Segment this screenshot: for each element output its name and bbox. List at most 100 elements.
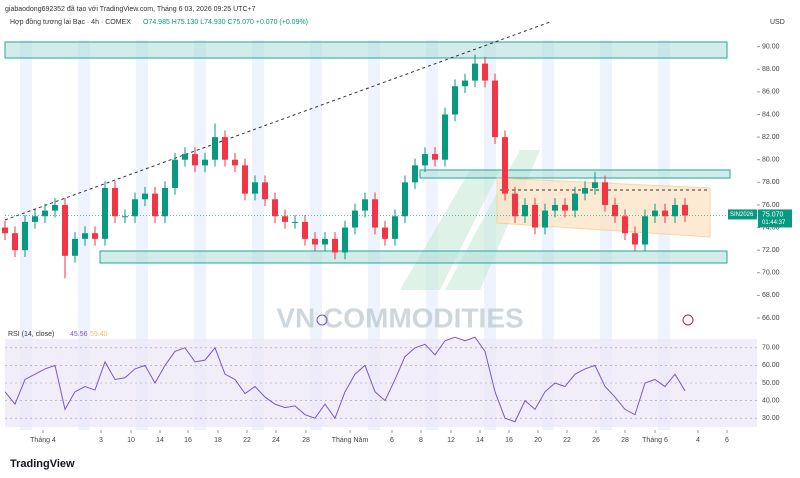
channel [496, 177, 711, 238]
watermark: VN COMMODITIES [276, 302, 523, 333]
candle-body [332, 238, 338, 253]
candle-body [532, 204, 538, 228]
y-tick-label: 70.00 [762, 270, 780, 277]
candle-body [342, 227, 348, 253]
candle-body [222, 137, 228, 160]
candle-body [32, 216, 38, 222]
countdown: 01:44:37 [762, 220, 786, 226]
x-tick-label: 8 [419, 437, 423, 444]
candle-body [612, 204, 618, 217]
trend-line [4, 21, 551, 221]
candle-body [82, 233, 88, 239]
x-tick-label: 28 [621, 437, 629, 444]
y-tick-label: 90.00 [762, 43, 780, 50]
candle-body [322, 238, 328, 245]
x-tick-label: 28 [302, 437, 310, 444]
y-tick-label: 86.00 [762, 89, 780, 96]
candle-body [392, 216, 398, 239]
candle-body [352, 210, 358, 228]
x-tick-label: Tháng Năm [332, 437, 369, 444]
candle-body [122, 216, 128, 218]
x-tick-label: 16 [505, 437, 513, 444]
candle-body [42, 210, 48, 217]
x-tick-label: 20 [534, 437, 542, 444]
symbol-line: Hợp đồng tương lai Bạc · 4h · COMEX [10, 17, 131, 26]
candle-body [482, 63, 488, 81]
x-tick-label: 12 [447, 437, 455, 444]
zone [99, 250, 728, 264]
candle-body [312, 238, 318, 245]
candle-body [232, 159, 238, 166]
x-tick-label: 26 [592, 437, 600, 444]
y-tick-label: 82.00 [762, 134, 780, 141]
candle-body [602, 182, 608, 205]
candle-body [452, 86, 458, 115]
x-tick-label: 4 [696, 437, 700, 444]
y-tick-label: 66.00 [762, 315, 780, 322]
candle-body [572, 193, 578, 211]
candle-body [262, 182, 268, 200]
candle-body [562, 204, 568, 211]
candle-body [132, 199, 138, 217]
candle-body [282, 216, 288, 222]
y-tick-label: 76.00 [762, 202, 780, 209]
candle-body [502, 137, 508, 194]
candle-body [582, 187, 588, 194]
x-tick-label: 3 [99, 437, 103, 444]
candle-body [412, 165, 418, 183]
candle-body [382, 227, 388, 239]
author-line: giabaodong692352 đã tạo với TradingView.… [5, 6, 256, 13]
candle-body [642, 216, 648, 245]
candle-body [212, 137, 218, 160]
candle-body [492, 80, 498, 138]
x-tick-label: 14 [476, 437, 484, 444]
candle-body [92, 233, 98, 239]
y-tick-label: 30.00 [762, 415, 780, 422]
ohlc-line: O74.985 H75.130 L74.930 C75.070 +0.070 (… [143, 19, 308, 26]
candle-body [622, 216, 628, 234]
y-tick-label: 70.00 [762, 345, 780, 352]
x-tick-label: 6 [725, 437, 729, 444]
candle-body [72, 238, 78, 256]
candle-body [252, 182, 258, 194]
candle-body [522, 204, 528, 217]
candle-body [192, 154, 198, 166]
candle-body [402, 182, 408, 217]
y-tick-label: 74.00 [762, 224, 780, 231]
y-tick-label: 88.00 [762, 66, 780, 73]
candle-body [22, 221, 28, 251]
candle-body [542, 210, 548, 228]
candle-body [242, 165, 248, 194]
candle-body [512, 193, 518, 217]
candle-body [472, 63, 478, 81]
candle-body [672, 204, 678, 217]
candle-body [632, 233, 638, 245]
candle-body [162, 187, 168, 217]
candle-body [102, 187, 108, 239]
x-tick-label: 22 [563, 437, 571, 444]
rsi-ma-value: 59.40 [90, 331, 108, 338]
candle-body [272, 199, 278, 217]
currency: USD [770, 19, 785, 26]
candle-body [552, 204, 558, 211]
x-tick-label: 22 [243, 437, 251, 444]
x-tick-label: 6 [390, 437, 394, 444]
y-tick-label: 78.00 [762, 179, 780, 186]
rsi-line [4, 336, 686, 423]
candle-body [182, 154, 188, 160]
symbol-code: SIN2026 [730, 212, 754, 218]
x-tick-label: Tháng 4 [30, 437, 56, 444]
y-tick-label: 50.00 [762, 380, 780, 387]
y-tick-label: 40.00 [762, 397, 780, 404]
candle-body [112, 187, 118, 217]
candle-body [52, 204, 58, 211]
x-tick-label: 14 [156, 437, 164, 444]
icon [682, 314, 694, 326]
candle-body [682, 204, 688, 216]
candle-body [142, 193, 148, 200]
y-tick-label: 72.00 [762, 247, 780, 254]
candle-body [62, 204, 68, 256]
x-tick-label: 18 [214, 437, 222, 444]
y-tick-label: 80.00 [762, 157, 780, 164]
